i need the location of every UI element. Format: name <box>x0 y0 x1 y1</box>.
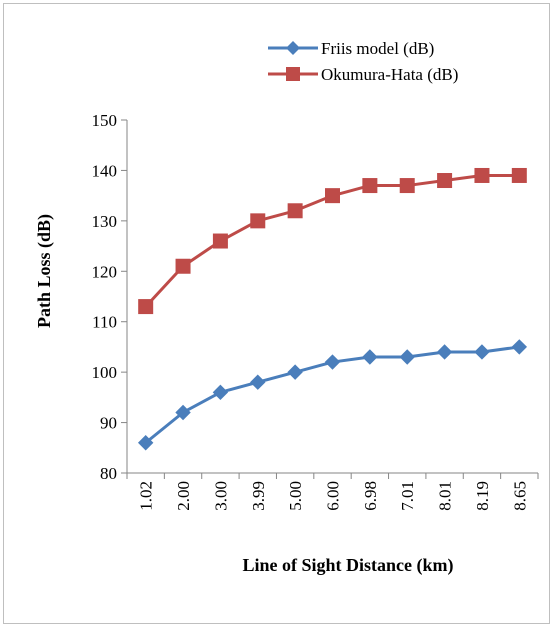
data-point <box>212 233 228 249</box>
data-point <box>474 344 490 360</box>
data-point <box>436 344 453 360</box>
data-point <box>287 203 303 219</box>
x-tick-label: 6.98 <box>361 481 380 511</box>
y-tick-label: 120 <box>92 262 118 281</box>
data-point <box>511 167 527 183</box>
legend-label: Okumura-Hata (dB) <box>321 65 458 84</box>
data-point <box>437 173 453 189</box>
legend-item: Friis model (dB) <box>268 39 434 58</box>
x-axis-title: Line of Sight Distance (km) <box>243 555 454 576</box>
y-tick-label: 90 <box>100 414 117 433</box>
x-tick-label: 8.19 <box>473 481 492 511</box>
data-point <box>324 354 341 370</box>
data-point <box>362 349 378 365</box>
y-tick-label: 80 <box>100 464 117 483</box>
data-point <box>511 339 528 355</box>
x-tick-label: 3.99 <box>249 481 268 511</box>
y-tick-label: 100 <box>92 363 118 382</box>
x-tick-label: 5.00 <box>286 481 305 511</box>
x-tick-label: 1.02 <box>137 481 156 511</box>
data-point <box>474 167 490 183</box>
data-point <box>399 349 415 365</box>
data-point <box>250 213 266 229</box>
data-point <box>212 384 229 401</box>
series-layer <box>137 167 528 451</box>
chart-frame <box>3 3 550 624</box>
legend-marker <box>286 67 300 81</box>
legend: Friis model (dB) Okumura-Hata (dB) <box>268 39 458 84</box>
x-tick-label: 2.00 <box>174 481 193 511</box>
y-axis-title: Path Loss (dB) <box>34 214 55 328</box>
x-tick-label: 3.00 <box>211 481 230 511</box>
x-tick-label: 6.00 <box>324 481 343 511</box>
series-1 <box>137 339 528 451</box>
data-point <box>362 178 378 194</box>
data-point <box>138 299 154 315</box>
series-2 <box>138 167 527 315</box>
x-tick-label: 8.65 <box>510 481 529 511</box>
data-point <box>175 258 191 274</box>
data-point <box>250 374 266 390</box>
x-tick-label: 8.01 <box>436 481 455 511</box>
data-point <box>137 435 154 451</box>
y-tick-label: 110 <box>92 313 117 332</box>
y-tick-label: 140 <box>92 161 118 180</box>
data-point <box>175 404 191 421</box>
data-point <box>399 178 415 194</box>
y-tick-label: 130 <box>92 212 118 231</box>
y-tick-label: 150 <box>92 111 118 130</box>
legend-marker <box>286 41 300 55</box>
x-tick-label: 7.01 <box>398 481 417 511</box>
data-point <box>325 188 340 204</box>
axes: 80 90 100 110 120 130 140 150 1.02 2.00 3.00 3.99 5.… <box>92 111 539 511</box>
legend-item: Okumura-Hata (dB) <box>268 65 458 84</box>
legend-label: Friis model (dB) <box>321 39 434 58</box>
data-point <box>287 364 303 380</box>
